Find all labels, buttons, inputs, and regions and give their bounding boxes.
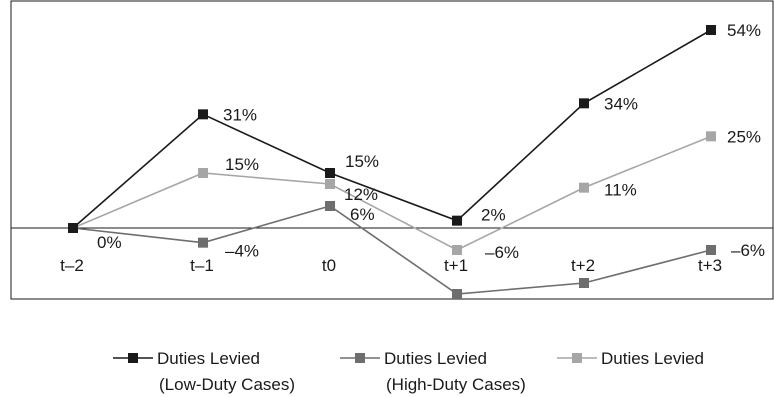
legend-label-line2: (Low-Duty Cases) (159, 375, 295, 394)
series-3-point (579, 182, 589, 193)
legend-entry-1: Duties Levied (Low-Duty Cases) (113, 349, 295, 394)
series-layer (68, 25, 716, 299)
series-1-line (72, 29, 712, 229)
series-3-data-label: 12% (344, 185, 378, 204)
series-3-point (706, 131, 716, 142)
x-tick-label: t0 (322, 256, 336, 275)
series-1-point (579, 98, 589, 109)
plot-frame (10, 0, 774, 300)
series-3-point (452, 245, 462, 255)
series-3-point (198, 168, 208, 178)
legend-label: Duties Levied (157, 349, 260, 368)
series-1-data-label: 31% (223, 105, 257, 124)
legend-marker (572, 353, 582, 363)
series-1-point (325, 168, 335, 178)
data-labels: 0% 31% 15% 2% 34% 54% –4% 6% –6% 15% 12% –6% 11% 25% (97, 21, 765, 262)
x-tick-labels: t–2 t–1 t0 t+1 t+2 t+3 (60, 256, 722, 275)
series-2-data-label: –4% (225, 242, 259, 261)
legend-entry-2: Duties Levied (High-Duty Cases) (340, 349, 526, 394)
x-tick-label: t+1 (444, 256, 468, 275)
series-2-point (198, 237, 208, 248)
series-3-data-label: 25% (727, 127, 761, 146)
legend-label: Duties Levied (601, 349, 704, 368)
series-1-data-label: 2% (481, 206, 506, 225)
legend-marker (128, 353, 138, 363)
series-2-point (325, 201, 335, 211)
series-1-data-label: 54% (727, 21, 761, 40)
series-2-data-label: 6% (350, 205, 375, 224)
series-1-point (68, 223, 78, 233)
series-3-point (325, 179, 335, 189)
series-1-point (198, 109, 208, 120)
series-1-data-label: 34% (604, 94, 638, 113)
series-2-line (72, 205, 712, 295)
series-3-data-label: –6% (485, 243, 519, 262)
series-3-line (72, 135, 712, 251)
legend-marker (355, 353, 365, 363)
series-1-data-label: 15% (345, 152, 379, 171)
x-tick-label: t–2 (60, 256, 84, 275)
series-2-data-label: –6% (731, 241, 765, 260)
series-3-data-label: 11% (604, 181, 637, 200)
series-2-point (706, 245, 716, 255)
legend-label-line2: (High-Duty Cases) (386, 375, 526, 394)
series-2-point (452, 289, 462, 299)
legend: Duties Levied(Low-Duty Cases)Duties Levi… (113, 349, 704, 394)
series-1-point (452, 215, 462, 226)
x-tick-label: t+3 (698, 256, 722, 275)
legend-entry-3: Duties Levied (557, 349, 704, 368)
series-2-point (579, 278, 589, 288)
x-tick-label: t–1 (190, 256, 214, 275)
x-tick-label: t+2 (571, 256, 595, 275)
legend-label: Duties Levied (384, 349, 487, 368)
series-1 (68, 25, 716, 233)
series-1-point (706, 25, 716, 35)
series-3-data-label: 15% (225, 155, 259, 174)
series-1-data-label: 0% (97, 233, 122, 252)
